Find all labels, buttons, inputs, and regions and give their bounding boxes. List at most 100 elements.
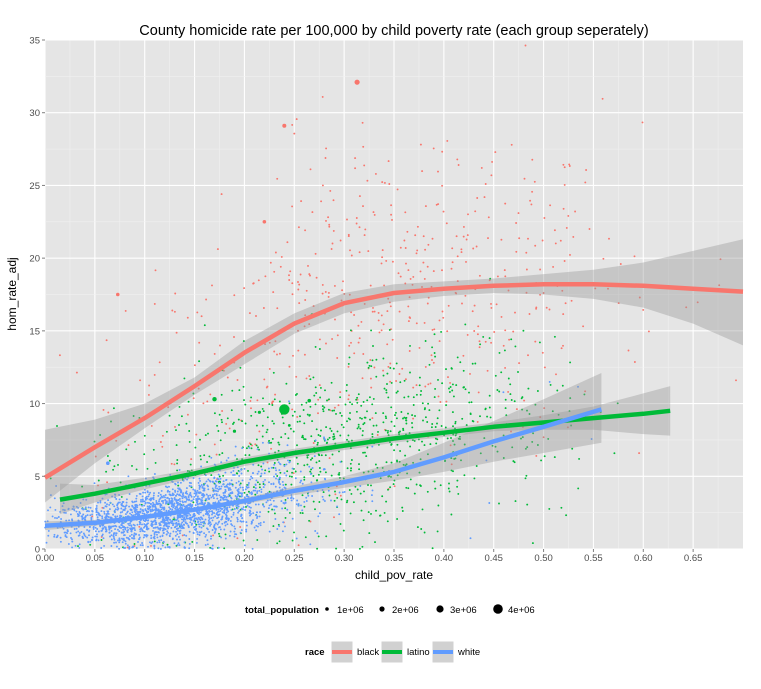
data-point [153, 492, 155, 495]
data-point [214, 515, 217, 518]
data-point [526, 503, 529, 506]
data-point [106, 481, 109, 484]
data-point [228, 506, 231, 509]
data-point [272, 525, 275, 528]
data-point [224, 431, 227, 434]
data-point [435, 203, 438, 206]
data-point [61, 505, 64, 508]
data-point [115, 545, 118, 548]
data-point [367, 511, 370, 514]
data-point [563, 183, 566, 186]
data-point [267, 510, 270, 513]
data-point [305, 496, 308, 499]
data-point [321, 495, 324, 498]
data-point [411, 439, 414, 442]
data-point [162, 532, 165, 534]
data-point [119, 511, 122, 514]
data-point [242, 385, 245, 388]
data-point [95, 535, 98, 538]
data-point [53, 535, 56, 538]
data-point [177, 487, 180, 490]
data-point [413, 492, 416, 495]
data-point [539, 416, 542, 419]
data-point [296, 462, 299, 465]
data-point [245, 447, 248, 450]
data-point [368, 364, 371, 367]
data-point [107, 510, 110, 513]
data-point [527, 387, 530, 390]
data-point [320, 454, 323, 457]
data-point [227, 517, 230, 520]
data-point [183, 377, 186, 380]
data-point [633, 255, 636, 258]
data-point [236, 518, 239, 521]
data-point [226, 417, 229, 420]
data-point [300, 504, 302, 507]
data-point [523, 177, 526, 180]
data-point [358, 337, 361, 340]
data-point [291, 414, 294, 417]
data-point [498, 390, 501, 393]
data-point [349, 401, 351, 404]
data-point [371, 500, 374, 503]
data-point [71, 538, 73, 541]
data-point [387, 160, 390, 163]
data-point [454, 420, 457, 423]
data-point [562, 163, 565, 166]
data-point [357, 324, 360, 327]
data-point [523, 399, 526, 402]
data-point [243, 496, 246, 499]
data-point [379, 477, 382, 480]
data-point [311, 457, 314, 460]
data-point [493, 331, 496, 333]
data-point [116, 506, 119, 509]
data-point [180, 491, 182, 494]
data-point [294, 470, 297, 473]
data-point [239, 492, 242, 495]
data-point [82, 513, 85, 516]
data-point [256, 525, 259, 528]
color-legend: race black latino white [305, 640, 480, 664]
data-point [293, 132, 296, 135]
data-point [450, 463, 453, 466]
data-point [236, 379, 239, 381]
data-point [110, 538, 113, 541]
data-point [148, 484, 151, 487]
data-point [183, 534, 186, 536]
data-point [198, 477, 201, 480]
data-point [524, 477, 527, 480]
data-point [534, 403, 537, 406]
data-point [272, 291, 275, 294]
data-point [144, 509, 147, 511]
data-point [562, 313, 565, 316]
x-tick-label: 0.40 [435, 553, 454, 564]
data-point [457, 164, 460, 166]
data-point [456, 485, 459, 488]
data-point [194, 504, 197, 507]
data-point [288, 274, 290, 277]
data-point [183, 516, 186, 519]
data-point [62, 502, 65, 505]
data-point [274, 518, 277, 520]
data-point [297, 502, 300, 505]
data-point [317, 515, 320, 518]
data-point [431, 328, 434, 331]
data-point [390, 443, 393, 446]
data-point [118, 530, 121, 533]
data-point [502, 344, 505, 347]
data-point [192, 531, 195, 534]
data-point [110, 534, 113, 537]
data-point [584, 390, 587, 393]
data-point [153, 473, 156, 475]
data-point [281, 416, 284, 419]
data-point [299, 273, 302, 276]
data-point [338, 473, 341, 476]
data-point [224, 513, 227, 516]
data-point [188, 430, 191, 432]
data-point [303, 478, 306, 481]
data-point [257, 470, 260, 473]
data-point [81, 517, 84, 519]
data-point [207, 432, 209, 435]
data-point [146, 497, 149, 500]
data-point [191, 504, 194, 506]
